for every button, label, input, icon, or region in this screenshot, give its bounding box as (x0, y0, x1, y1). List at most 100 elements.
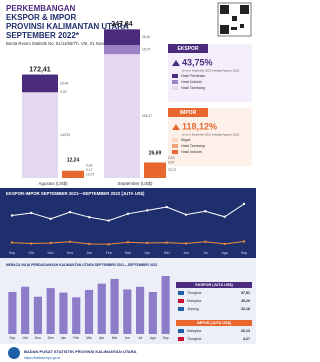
footer-url: https://kaltara.bps.go.id (24, 356, 60, 360)
point (165, 205, 168, 209)
x-tick-label: Sep (9, 251, 15, 255)
point (242, 240, 246, 243)
bar (84, 289, 94, 334)
x-tick-label: Jun (183, 251, 189, 255)
bar (161, 276, 170, 334)
x-tick-label: Jul (203, 251, 208, 255)
segment-label: 0,47 (168, 160, 175, 164)
segment-label: 15,07 (142, 48, 150, 52)
bar (97, 283, 106, 334)
box-note: (m-to-m September 2022 terhadap Agustus … (182, 69, 239, 73)
x-tick-label: Okt (23, 336, 28, 340)
bar (33, 296, 43, 334)
point (30, 242, 33, 245)
import-countries-header (176, 320, 252, 326)
footer-background (0, 344, 256, 362)
x-tick-label: Jan (61, 336, 67, 340)
point (223, 242, 226, 246)
point (68, 240, 72, 243)
point (204, 210, 207, 213)
x-tick-label: Mar (125, 251, 132, 255)
segment-label: 26,40 (142, 35, 150, 39)
up-arrow (172, 124, 180, 130)
box-title: IMPOR (180, 110, 197, 116)
qr-code (217, 2, 252, 37)
total-label: 172,41 (29, 66, 51, 73)
title-line: PERKEMBANGAN (6, 4, 76, 13)
segment-label: 0,17 (86, 168, 93, 172)
title-line: SEPTEMBER 2022* (6, 31, 80, 40)
bar-segment (104, 29, 140, 46)
bar (148, 291, 157, 334)
x-tick-label: Mar (86, 336, 93, 340)
point (165, 241, 168, 244)
total-label: 12,24 (67, 158, 80, 164)
export-box (168, 44, 252, 102)
point (88, 242, 91, 246)
x-tick-label: Nov (47, 251, 54, 255)
country-value: 32,18 (241, 307, 250, 311)
x-tick-label: Des (67, 251, 74, 255)
point (88, 215, 91, 219)
legend-label: Hasil Tambang (181, 144, 205, 148)
point (68, 210, 72, 214)
x-tick-label: Agustus (US$) (38, 181, 68, 186)
export-box-header (168, 44, 208, 53)
segment-label: 25,72 (168, 168, 176, 172)
point (10, 241, 14, 244)
x-tick-label: September (US$) (117, 181, 153, 186)
point (10, 214, 14, 217)
point (204, 240, 207, 243)
box-note: (m-to-m September 2022 terhadap Agustus … (182, 133, 239, 137)
point (49, 241, 52, 245)
total-label: 26,69 (149, 150, 162, 156)
x-tick-label: Apr (145, 251, 151, 255)
segment-label: 12,07 (86, 172, 94, 176)
x-tick-label: Jan (86, 251, 92, 255)
export-countries-header (176, 282, 252, 288)
footer-org: BADAN PUSAT STATISTIK PROVINSI KALIMANTA… (24, 349, 137, 354)
point (126, 241, 130, 244)
legend-swatch (172, 86, 178, 90)
legend-label: Hasil Pertanian (181, 74, 205, 78)
box-change: 118,12% (182, 121, 217, 131)
legend-swatch (172, 80, 178, 84)
bar (110, 278, 119, 334)
x-tick-label: Apr (99, 336, 105, 340)
title-line: EKSPOR & IMPOR (6, 13, 76, 22)
point (184, 213, 188, 216)
flag (178, 337, 184, 341)
segment-label: 0,50 (168, 156, 175, 160)
country-name: Tiongkok (187, 291, 202, 295)
point (223, 215, 226, 218)
bar (21, 286, 30, 334)
bar (59, 292, 68, 334)
flag (178, 299, 184, 303)
country-name: Malaysia (187, 329, 201, 333)
legend-label: Hasil Industri (181, 150, 202, 154)
chart-title: NERACA NILAI PERDAGANGAN KALIMANTAN UTAR… (6, 263, 157, 267)
x-tick-label: Feb (106, 251, 112, 255)
bar (72, 297, 81, 334)
bar-segment (144, 162, 166, 178)
country-value: 45,20 (241, 299, 250, 303)
flag (178, 329, 184, 333)
chart-title: EKSPOR-IMPOR SEPTEMBER 2021—SEPTEMBER 20… (6, 191, 145, 196)
x-tick-label: Nov (35, 336, 41, 340)
country-value: 4,27 (243, 337, 250, 341)
legend-swatch (172, 150, 178, 154)
flag (178, 291, 184, 295)
point (107, 243, 110, 246)
point (146, 209, 149, 212)
import-box (168, 108, 252, 166)
x-tick-label: Okt (29, 251, 35, 255)
segment-label: 29,46 (60, 81, 68, 85)
legend-swatch (172, 138, 178, 142)
segment-label: 0,02 (60, 90, 67, 94)
country-value: 20,13 (241, 329, 250, 333)
box-change: 43,75% (182, 57, 213, 67)
x-tick-label: Agu (150, 336, 156, 340)
subtitle: Berita Resmi Statistik No. 51/11/65/Th. … (6, 41, 127, 46)
band-background (0, 188, 256, 258)
point (107, 219, 110, 222)
